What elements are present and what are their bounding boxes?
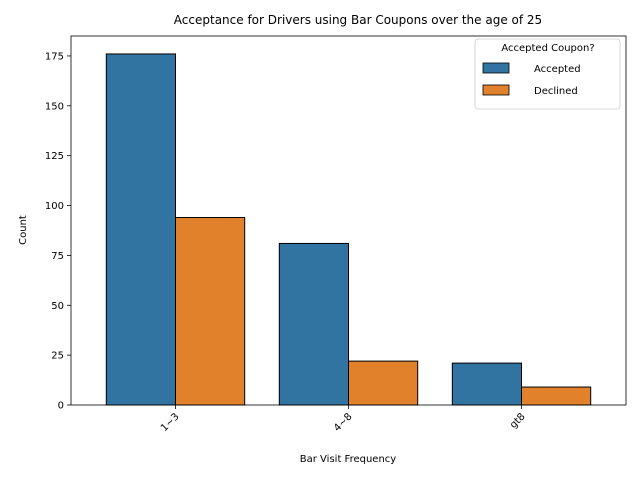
y-tick-label-7: 175 [45,51,64,62]
y-tick-label-0: 0 [58,401,64,412]
bar-declined-1 [348,360,419,406]
legend-label-accepted: Accepted [534,64,581,75]
legend-swatch-accepted [482,62,510,74]
legend-label-declined: Declined [534,86,578,97]
y-tick-label-6: 150 [45,101,64,112]
plot-area: 0 25 50 75 100 125 150 175 1~3 4~8 gt8 [45,51,592,434]
bar-accepted-2 [451,362,522,406]
chart-title: Acceptance for Drivers using Bar Coupons… [174,13,542,27]
bar-accepted-1 [278,242,349,406]
legend-swatch-declined [482,84,510,96]
x-tick-label-0: 1~3 [159,411,182,434]
bar-declined-0 [175,217,246,406]
bar-accepted-0 [105,53,176,406]
legend-title: Accepted Coupon? [501,43,594,54]
x-axis-label: Bar Visit Frequency [300,454,397,465]
bar-declined-2 [521,386,592,406]
legend: Accepted Coupon? Accepted Declined [474,38,621,110]
y-tick-label-1: 25 [51,351,64,362]
y-tick-label-3: 75 [51,251,64,262]
legend-frame [474,38,621,110]
axes-frame [70,35,627,406]
y-tick-label-5: 125 [45,151,64,162]
y-tick-label-2: 50 [51,301,64,312]
x-tick-label-1: 4~8 [332,411,355,434]
x-tick-label-2: gt8 [508,411,528,431]
y-tick-label-4: 100 [45,201,64,212]
y-axis-label: Count [18,215,29,245]
